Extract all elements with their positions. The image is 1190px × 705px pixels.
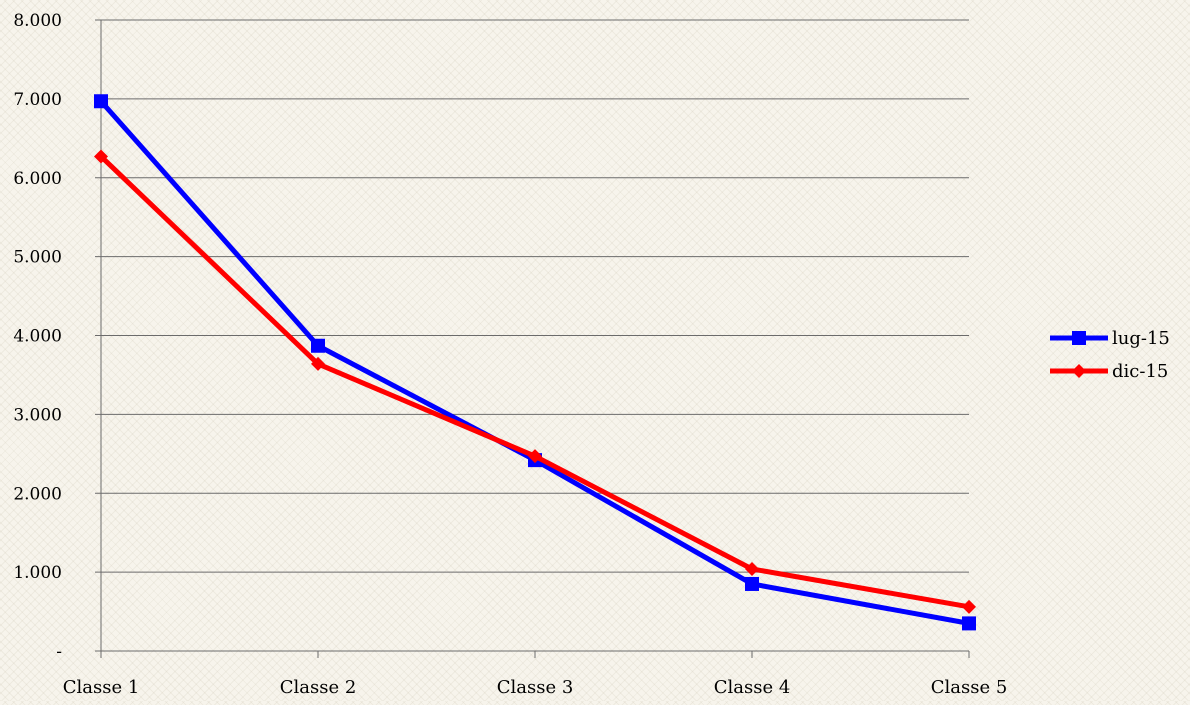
legend-label: lug-15 [1112,328,1170,349]
data-point [962,616,976,631]
series-dic-15 [94,149,976,614]
x-tick-label: Classe 3 [497,677,574,698]
series-lines [94,94,976,631]
data-point [94,149,108,164]
series-lug-15 [94,94,976,631]
y-tick-label: 8.000 [13,11,62,31]
data-point [745,576,759,591]
y-tick-label: 1.000 [13,563,62,583]
legend-swatch-marker [1072,364,1086,378]
data-point [962,599,976,614]
gridlines [101,19,969,573]
data-point [311,356,325,371]
y-tick-label: 7.000 [13,90,62,110]
legend-swatch-marker [1072,331,1086,345]
data-point [528,449,542,464]
data-point [311,338,325,353]
legend: lug-15 dic-15 [1050,328,1170,382]
series-line [99,99,970,626]
y-tick-label: 2.000 [13,484,62,504]
legend-item: dic-15 [1050,361,1168,382]
x-tick-label: Classe 4 [714,677,791,698]
legend-item: lug-15 [1050,328,1170,349]
x-tick-label: Classe 1 [63,677,140,698]
axes: - 1.000 2.000 3.000 4.000 5.000 6.000 7.000 8.00… [13,11,1007,698]
x-tick-label: Classe 2 [280,677,357,698]
y-tick-label: 6.000 [13,169,62,189]
y-tick-label: 5.000 [13,248,62,268]
series-line [99,154,970,610]
x-tick-label: Classe 5 [931,677,1008,698]
y-tick-label: 4.000 [13,327,62,347]
y-tick-label: - [56,642,62,662]
data-point [745,561,759,576]
y-tick-label: 3.000 [13,405,62,425]
legend-label: dic-15 [1112,361,1168,382]
data-point [94,94,108,109]
